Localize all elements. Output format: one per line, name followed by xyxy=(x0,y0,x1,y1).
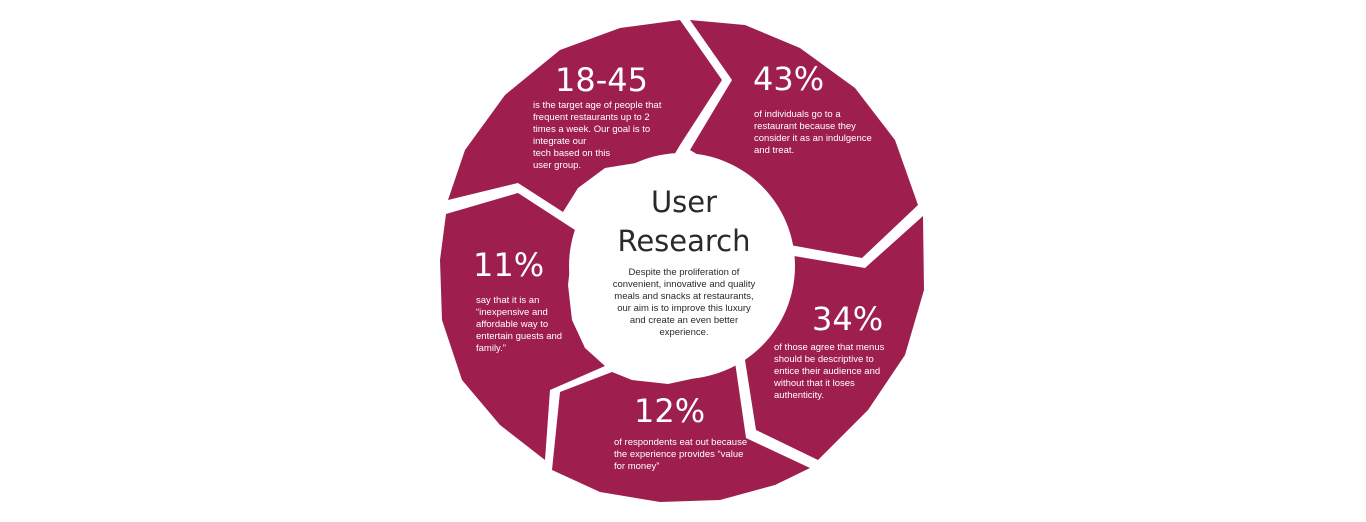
age-line-4: integrate our xyxy=(533,136,586,147)
age-line-2: frequent restaurants up to 2 xyxy=(533,112,650,123)
guests-line-3: affordable way to xyxy=(476,319,548,330)
segment-guests-content: 11% say that it is an “inexpensive and a… xyxy=(473,246,562,354)
stat-value: 12% xyxy=(634,392,705,430)
center-title-line2: Research xyxy=(617,224,750,258)
stat-guests: 11% xyxy=(473,246,544,284)
center-circle xyxy=(569,153,795,379)
stat-menus: 34% xyxy=(812,300,883,338)
center-content: User Research Despite the proliferation … xyxy=(613,185,756,338)
segment-indulgence-content: 43% of individuals go to a restaurant be… xyxy=(753,60,872,156)
age-line-6: user group. xyxy=(533,160,581,171)
segment-age-content: 18-45 is the target age of people that f… xyxy=(533,61,662,171)
value-line-1: of respondents eat out because xyxy=(614,437,747,448)
age-line-5: tech based on this xyxy=(533,148,610,159)
guests-line-5: family.” xyxy=(476,343,506,354)
center-title-line1: User xyxy=(651,185,717,219)
segment-age xyxy=(448,20,722,212)
menus-line-5: authenticity. xyxy=(774,390,824,401)
indulgence-line-4: and treat. xyxy=(754,145,794,156)
stat-indulgence: 43% xyxy=(753,60,824,98)
center-body-line-1: Despite the proliferation of xyxy=(629,267,740,278)
guests-line-1: say that it is an xyxy=(476,295,539,306)
segment-indulgence xyxy=(690,20,918,258)
age-line-1: is the target age of people that xyxy=(533,100,662,111)
indulgence-line-1: of individuals go to a xyxy=(754,109,841,120)
segment-value xyxy=(552,362,810,502)
menus-line-3: entice their audience and xyxy=(774,366,880,377)
menus-line-2: should be descriptive to xyxy=(774,354,874,365)
menus-line-4: without that it loses xyxy=(773,378,855,389)
center-body-line-2: convenient, innovative and quality xyxy=(613,279,756,290)
center-body-line-4: our aim is to improve this luxury xyxy=(617,303,751,314)
center-body-line-3: meals and snacks at restaurants, xyxy=(614,291,753,302)
value-line-3: for money” xyxy=(614,461,659,472)
value-line-2: the experience provides “value xyxy=(614,449,743,460)
segment-guests xyxy=(440,193,605,460)
segment-menus-content: 34% of those agree that menus should be … xyxy=(773,300,885,401)
segment-value-content: 12% of respondents eat out because the e… xyxy=(614,392,747,472)
indulgence-line-3: consider it as an indulgence xyxy=(754,133,872,144)
age-line-3: times a week. Our goal is to xyxy=(533,124,650,135)
guests-line-2: “inexpensive and xyxy=(476,307,548,318)
center-body-line-5: and create an even better xyxy=(630,315,738,326)
segment-menus xyxy=(745,216,924,460)
stat-age: 18-45 xyxy=(555,61,648,99)
indulgence-line-2: restaurant because they xyxy=(754,121,856,132)
menus-line-1: of those agree that menus xyxy=(774,342,885,353)
guests-line-4: entertain guests and xyxy=(476,331,562,342)
center-body-line-6: experience. xyxy=(659,327,708,338)
ring-segments xyxy=(440,20,924,502)
